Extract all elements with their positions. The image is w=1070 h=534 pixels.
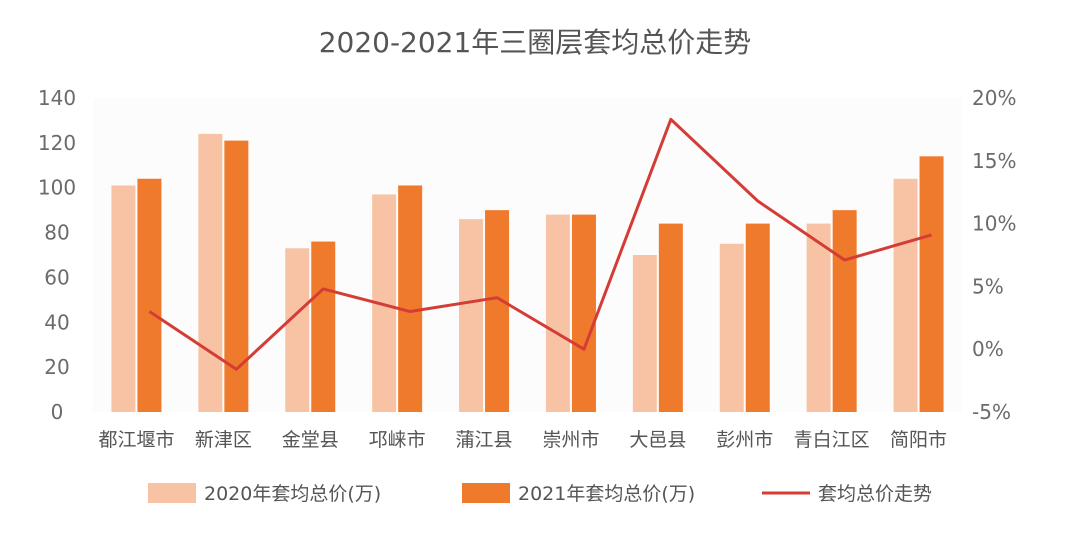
bar-2021: [224, 140, 249, 412]
category-label: 大邑县: [629, 429, 686, 451]
bar-2020: [806, 223, 831, 412]
bar-2021: [398, 185, 423, 412]
right-tick-label: -5%: [972, 400, 1011, 424]
left-tick-label: 80: [44, 221, 69, 245]
bar-2020: [632, 255, 657, 412]
plot-background: [93, 98, 962, 412]
left-tick-label: 140: [38, 86, 76, 110]
bar-2020: [719, 243, 744, 412]
right-tick-label: 0%: [972, 337, 1004, 361]
category-label: 简阳市: [890, 429, 947, 451]
right-tick-label: 15%: [972, 149, 1016, 173]
bar-2020: [111, 185, 136, 412]
category-label: 青白江区: [794, 429, 870, 451]
trend-line: [148, 117, 932, 371]
legend-label: 套均总价走势: [818, 483, 932, 505]
left-tick-label: 100: [38, 176, 76, 200]
category-label: 崇州市: [542, 429, 599, 451]
category-label: 彭州市: [716, 429, 773, 451]
bar-2020: [545, 214, 570, 412]
left-tick-label: 0: [51, 400, 64, 424]
bar-2021: [485, 210, 510, 412]
category-label: 邛崃市: [369, 429, 426, 451]
bar-2020: [893, 178, 918, 412]
bar-2020: [459, 219, 484, 412]
legend-label: 2020年套均总价(万): [204, 483, 381, 505]
legend-swatch: [462, 483, 510, 503]
category-label: 都江堰市: [98, 429, 174, 451]
bar-2021: [571, 214, 596, 412]
right-tick-label: 5%: [972, 274, 1004, 298]
left-tick-label: 120: [38, 131, 76, 155]
right-axis: -5% 0% 5% 10% 15% 20%: [972, 86, 1016, 424]
legend-label: 2021年套均总价(万): [518, 483, 695, 505]
legend: 2020年套均总价(万) 2021年套均总价(万) 套均总价走势: [148, 483, 932, 505]
bar-2020: [285, 248, 310, 412]
bars: [111, 133, 944, 412]
plot-area: [93, 98, 962, 412]
bar-2021: [137, 178, 162, 412]
legend-swatch: [148, 483, 196, 503]
left-tick-label: 20: [44, 355, 69, 379]
bar-2021: [832, 210, 857, 412]
bar-2020: [198, 133, 223, 412]
left-tick-label: 60: [44, 265, 69, 289]
chart-title: 2020-2021年三圈层套均总价走势: [319, 26, 752, 59]
right-tick-label: 10%: [972, 212, 1016, 236]
left-axis: 0 20 40 60 80 100 120 140: [38, 86, 76, 424]
bar-2021: [658, 223, 683, 412]
category-label: 蒲江县: [456, 429, 513, 451]
right-tick-label: 20%: [972, 86, 1016, 110]
left-tick-label: 40: [44, 310, 69, 334]
bar-2021: [919, 156, 944, 412]
bar-2021: [745, 223, 770, 412]
category-labels: 都江堰市 新津区 金堂县 邛崃市 蒲江县 崇州市 大邑县 彭州市 青白江区 简阳市: [98, 429, 947, 451]
category-label: 新津区: [195, 429, 252, 451]
bar-2021: [311, 241, 336, 412]
category-label: 金堂县: [282, 429, 339, 451]
trend-line-path: [148, 117, 932, 371]
